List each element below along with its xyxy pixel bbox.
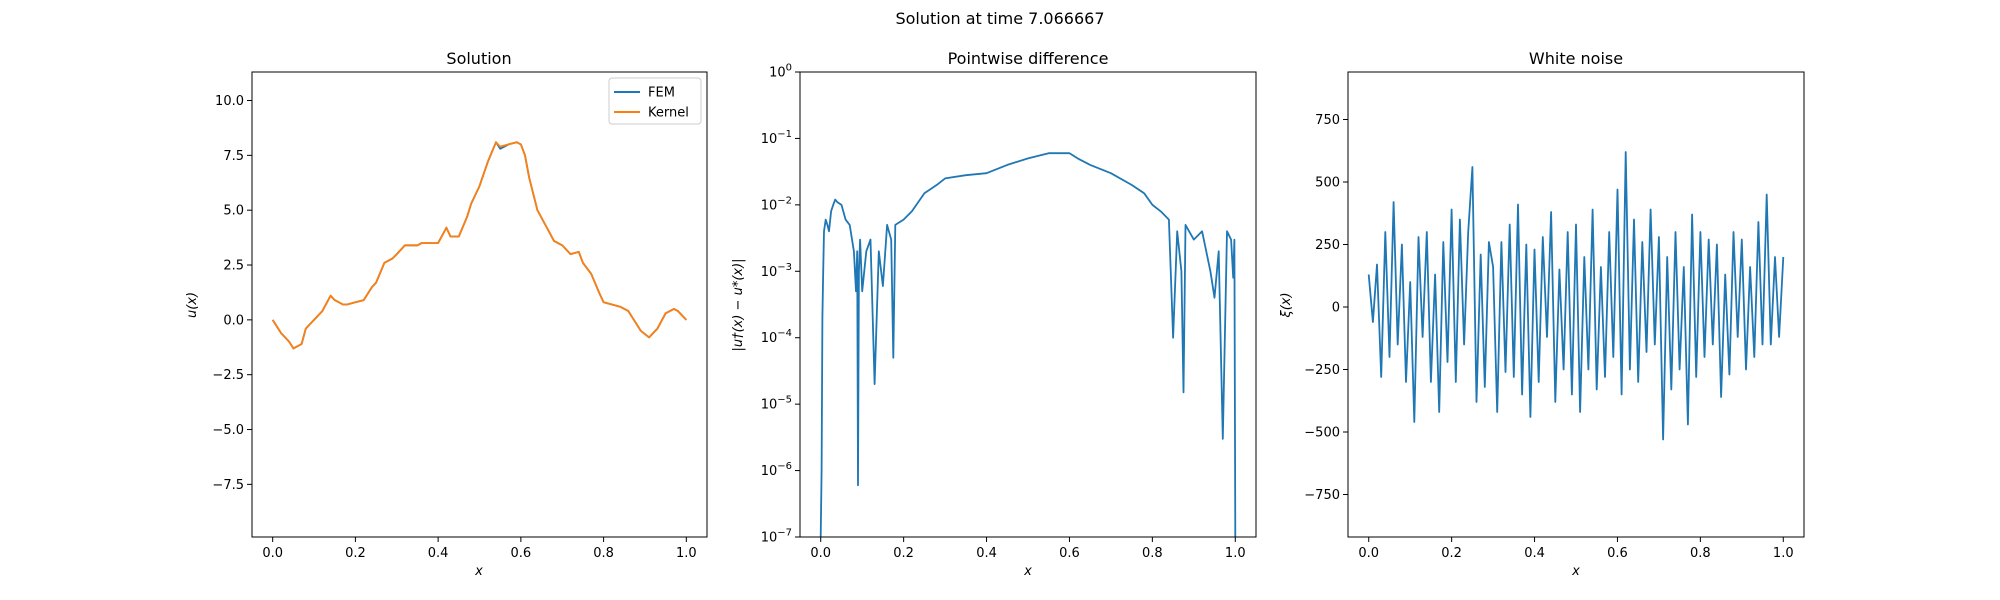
difference-ytick-exponent: −6 [777,461,792,472]
kernel-series-line [271,141,687,350]
noise-ytick-label: 250 [1315,238,1340,253]
solution-legend: FEM Kernel [608,77,702,125]
solution-ticks: 0.0 0.2 0.4 0.6 0.8 1.0 −7.5 −5.0 −2.5 0.0 2.5 5.0 7… [212,94,696,561]
noise-xtick-label: 1.0 [1773,546,1794,561]
solution-ytick-label: 0.0 [223,313,244,328]
solution-xtick-label: 0.0 [262,546,283,561]
difference-ytick-exponent: 0 [786,63,792,74]
noise-axes-frame [1347,71,1805,538]
solution-xtick-label: 0.8 [593,546,614,561]
difference-xtick-label: 0.8 [1142,546,1163,561]
solution-axes-frame [251,71,708,538]
solution-ytick-label: −2.5 [212,368,244,383]
difference-ylabel: |u†(x) − u*(x)| [731,258,746,351]
solution-ytick-label: 5.0 [223,204,244,219]
legend-kernel-label: Kernel [648,106,689,121]
noise-ylabel: ξ(x) [1279,292,1294,318]
noise-ytick-label: −250 [1304,363,1340,378]
noise-lines [1367,151,1785,441]
figure-suptitle: Solution at time 7.066667 [895,9,1104,28]
solution-lines [271,141,687,350]
solution-ylabel: u(x) [185,292,200,318]
noise-xlabel: x [1571,564,1580,579]
noise-ticks: 0.0 0.2 0.4 0.6 0.8 1.0 −750 −500 −250 0 250 500 750 [1304,113,1793,561]
solution-xlabel: x [474,564,483,579]
difference-xtick-label: 0.4 [976,546,997,561]
difference-xtick-label: 0.6 [1059,546,1080,561]
solution-xtick-label: 0.4 [428,546,449,561]
difference-xtick-label: 0.0 [810,546,831,561]
noise-ytick-label: 750 [1315,113,1340,128]
solution-xtick-label: 1.0 [676,546,697,561]
difference-lines [819,152,1237,537]
noise-xtick-label: 0.6 [1607,546,1628,561]
solution-title: Solution [446,49,511,68]
noise-xtick-label: 0.0 [1358,546,1379,561]
noise-xtick-label: 0.4 [1524,546,1545,561]
difference-ytick-exponent: −4 [777,328,792,339]
difference-ytick-exponent: −1 [777,129,792,140]
solution-ytick-label: 10.0 [215,94,244,109]
noise-ytick-label: 0 [1332,301,1340,316]
solution-ytick-label: 2.5 [223,259,244,274]
solution-xtick-label: 0.6 [511,546,532,561]
solution-ytick-label: −5.0 [212,423,244,438]
noise-xtick-label: 0.8 [1690,546,1711,561]
noise-ytick-label: −500 [1304,426,1340,441]
noise-ytick-label: −750 [1304,488,1340,503]
difference-title: Pointwise difference [948,49,1109,68]
difference-xtick-label: 0.2 [893,546,914,561]
difference-xtick-label: 1.0 [1225,546,1246,561]
noise-title: White noise [1529,49,1623,68]
solution-xtick-label: 0.2 [345,546,366,561]
difference-axes-frame [799,71,1257,538]
solution-panel: Solution 0.0 0.2 0.4 0.6 0.8 1.0−7.5−5.0−2.50… [185,49,708,579]
noise-panel: White noise 0.0 0.2 0.4 0.6 0.8 1.0 −750 −500 −2… [1279,49,1805,579]
noise-ytick-label: 500 [1315,176,1340,191]
difference-ytick-exponent: −3 [777,262,792,273]
difference-xlabel: x [1023,564,1032,579]
difference-ytick-exponent: −5 [777,395,792,406]
noise-xtick-label: 0.2 [1441,546,1462,561]
solution-ytick-label: −7.5 [212,478,244,493]
difference-ytick-exponent: −2 [777,195,792,206]
difference-series-line [819,152,1237,537]
legend-fem-label: FEM [648,86,675,101]
solution-ytick-label: 7.5 [223,149,244,164]
noise-series-line [1367,151,1785,441]
difference-ytick-exponent: −7 [777,528,792,539]
